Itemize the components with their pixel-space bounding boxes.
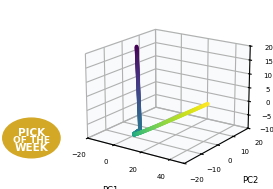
X-axis label: PC1: PC1 <box>103 186 119 189</box>
Text: WEEK: WEEK <box>14 143 48 153</box>
Text: OF THE: OF THE <box>13 136 50 145</box>
Circle shape <box>3 118 60 158</box>
Text: PICK: PICK <box>18 128 45 138</box>
Y-axis label: PC2: PC2 <box>242 176 258 185</box>
